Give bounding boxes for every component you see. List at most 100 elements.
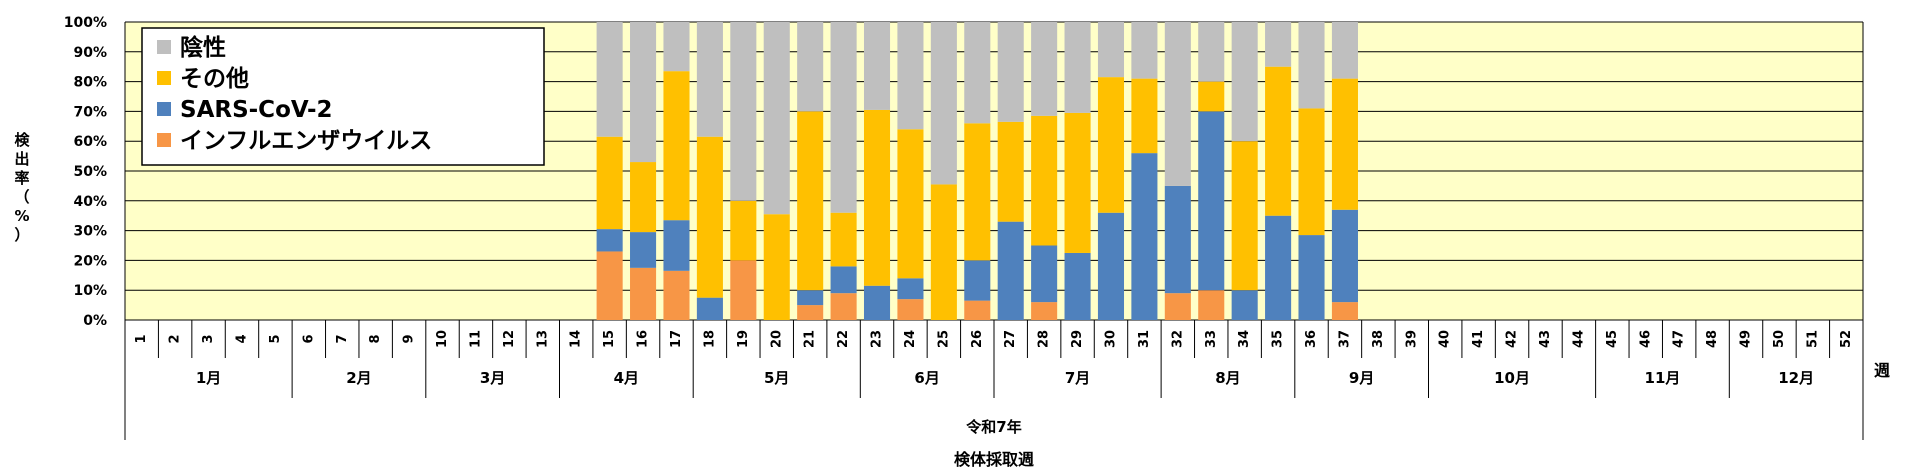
bar-segment (1164, 22, 1191, 186)
week-label: 51 (1805, 330, 1820, 348)
bar-segment (1231, 290, 1258, 320)
legend-label: 陰性 (180, 34, 226, 61)
y-tick-label: 80% (73, 75, 107, 91)
bar-segment (797, 305, 824, 320)
month-label: 8月 (1215, 369, 1240, 387)
week-label: 27 (1003, 330, 1018, 348)
y-tick-label: 100% (64, 15, 107, 31)
y-tick-label: 90% (73, 45, 107, 61)
bar-segment (596, 229, 623, 252)
bar-segment (696, 22, 723, 137)
bar-segment (730, 200, 757, 261)
month-label: 9月 (1349, 369, 1374, 387)
bar-segment (930, 184, 957, 320)
week-label: 47 (1672, 330, 1687, 348)
month-label: 3月 (480, 369, 505, 387)
week-label: 25 (936, 330, 951, 348)
month-label: 5月 (764, 369, 789, 387)
week-label: 30 (1103, 330, 1118, 348)
bar-segment (630, 162, 657, 233)
bar-segment (897, 22, 924, 130)
bar-segment (964, 22, 991, 124)
week-label: 21 (803, 330, 818, 348)
week-label: 3 (201, 334, 216, 343)
bar-segment (1064, 22, 1091, 113)
bar-segment (1298, 235, 1325, 320)
bar-segment (763, 22, 790, 215)
bar-segment (863, 22, 891, 110)
bar-segment (1131, 153, 1158, 320)
bar-segment (630, 267, 657, 320)
bar-segment (964, 123, 991, 261)
x-unit-label: 週 (1874, 361, 1890, 380)
week-label: 29 (1070, 330, 1085, 348)
y-tick-label: 70% (73, 104, 107, 120)
bar-segment (1231, 141, 1258, 291)
legend-swatch (157, 71, 171, 85)
bar-segment (1031, 22, 1058, 116)
month-label: 7月 (1065, 369, 1090, 387)
y-tick-label: 10% (73, 283, 107, 299)
week-label: 9 (402, 334, 417, 343)
y-axis-label: 検出率（%） (14, 131, 30, 244)
month-label: 11月 (1645, 369, 1681, 387)
week-label: 16 (636, 330, 651, 348)
bar-segment (930, 22, 957, 185)
week-label: 52 (1839, 330, 1854, 348)
y-axis: 0% 10% 20% 30% 40% 50% 60% 70% 80% 90% 100% (64, 15, 1864, 329)
bar-segment (830, 266, 857, 294)
bar-segment (1198, 81, 1225, 112)
bar-segment (596, 251, 623, 320)
week-label: 17 (669, 330, 684, 348)
bar-segment (1131, 78, 1158, 154)
bar-segment (630, 232, 657, 268)
bar-segment (830, 22, 857, 213)
week-label: 23 (870, 330, 885, 348)
y-tick-label: 60% (73, 134, 107, 150)
week-label: 4 (234, 334, 249, 343)
month-label: 10月 (1494, 369, 1530, 387)
bar-segment (1031, 245, 1058, 303)
week-label: 43 (1538, 330, 1553, 348)
bar-segment (797, 22, 824, 112)
week-label: 1 (134, 334, 149, 343)
week-label: 37 (1337, 330, 1352, 348)
bar-segment (596, 136, 623, 230)
bar-segment (1164, 293, 1191, 320)
x-axis: 1 2 3 4 5 6 7 8 9 10 11 12 13 14 15 16 17 18 19 20 21 22 23 24 2… (124, 320, 1864, 440)
week-label: 2 (168, 334, 183, 343)
week-label: 28 (1037, 330, 1052, 348)
legend-label: その他 (180, 66, 249, 92)
bar-segment (730, 260, 757, 320)
bar-segment (1198, 22, 1225, 82)
week-label: 36 (1304, 330, 1319, 348)
bar-segment (1097, 22, 1125, 78)
week-label: 40 (1438, 330, 1453, 348)
bar-segment (797, 111, 824, 291)
week-label: 45 (1605, 330, 1620, 348)
week-label: 15 (602, 330, 617, 348)
bar-segment (1064, 112, 1091, 253)
bar-segment (1331, 209, 1358, 303)
bar-segment (797, 290, 824, 306)
week-label: 6 (301, 334, 316, 343)
y-tick-label: 0% (83, 313, 107, 329)
bar-segment (1265, 22, 1292, 67)
legend-swatch (157, 102, 171, 116)
bar-segment (763, 214, 790, 320)
bar-segment (1265, 66, 1292, 216)
bar-segment (1331, 78, 1358, 210)
week-label: 19 (736, 330, 751, 348)
bar-segment (997, 221, 1024, 320)
week-label: 41 (1471, 330, 1486, 348)
week-label: 34 (1237, 330, 1252, 348)
week-label: 11 (468, 330, 483, 348)
bar-segment (696, 136, 723, 298)
y-tick-label: 40% (73, 194, 107, 210)
bars (596, 22, 1358, 320)
bar-segment (1064, 252, 1091, 320)
week-label: 14 (569, 330, 584, 348)
week-label: 32 (1170, 330, 1185, 348)
y-tick-label: 20% (73, 253, 107, 269)
